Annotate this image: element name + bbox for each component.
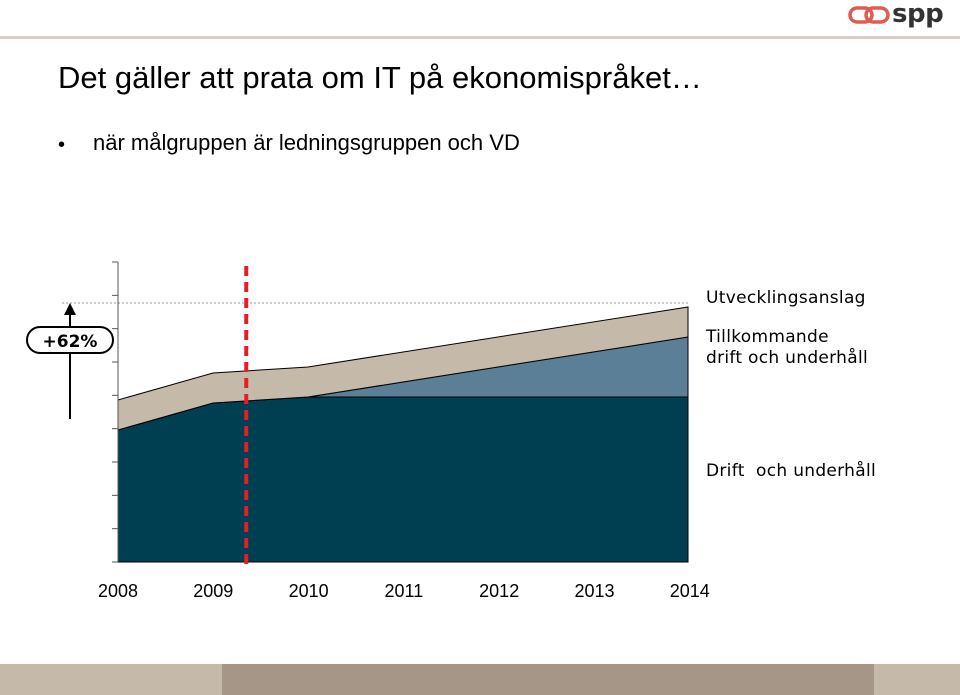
growth-percent-badge: +62% [26,326,114,354]
legend-label-tillkommande: Tillkommande drift och underhåll [706,327,869,368]
x-tick-label-2013: 2013 [574,581,615,601]
x-tick-label-2012: 2012 [479,581,520,601]
x-tick-label-2010: 2010 [288,581,329,601]
bullet-dot: • [58,134,66,156]
footer-block-3 [874,664,960,695]
area-series-0 [117,396,689,563]
spp-chain-logo-icon [848,6,890,24]
bullet-text: när målgruppen är ledningsgruppen och VD [93,130,520,155]
footer-block-1 [0,664,222,695]
header-divider [0,36,960,39]
x-tick-label-2009: 2009 [193,581,234,601]
stacked-area-chart [62,261,689,566]
footer-block-2 [222,664,874,695]
logo-text: spp [892,0,944,29]
x-tick-label-2011: 2011 [384,581,424,601]
legend-label-drift: Drift och underhåll [706,461,877,481]
x-tick-label-2014: 2014 [669,581,710,601]
legend-label-utvecklingsanslag: Utvecklingsanslag [706,288,866,308]
growth-arrow-head [64,303,76,315]
slide-title: Det gäller att prata om IT på ekonomispr… [58,60,702,95]
x-tick-label-2008: 2008 [97,581,139,601]
